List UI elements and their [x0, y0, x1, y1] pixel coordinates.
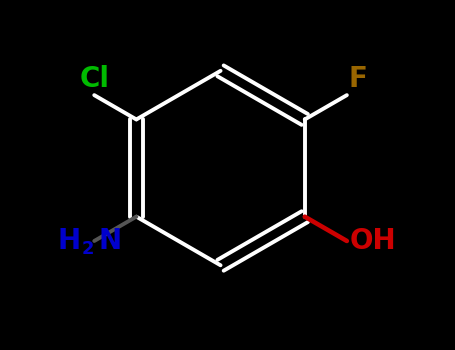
Text: OH: OH [349, 227, 396, 255]
Text: 2: 2 [82, 240, 94, 258]
Text: F: F [349, 65, 368, 93]
Text: H: H [57, 227, 81, 255]
Text: Cl: Cl [79, 65, 109, 93]
Text: N: N [98, 227, 121, 255]
